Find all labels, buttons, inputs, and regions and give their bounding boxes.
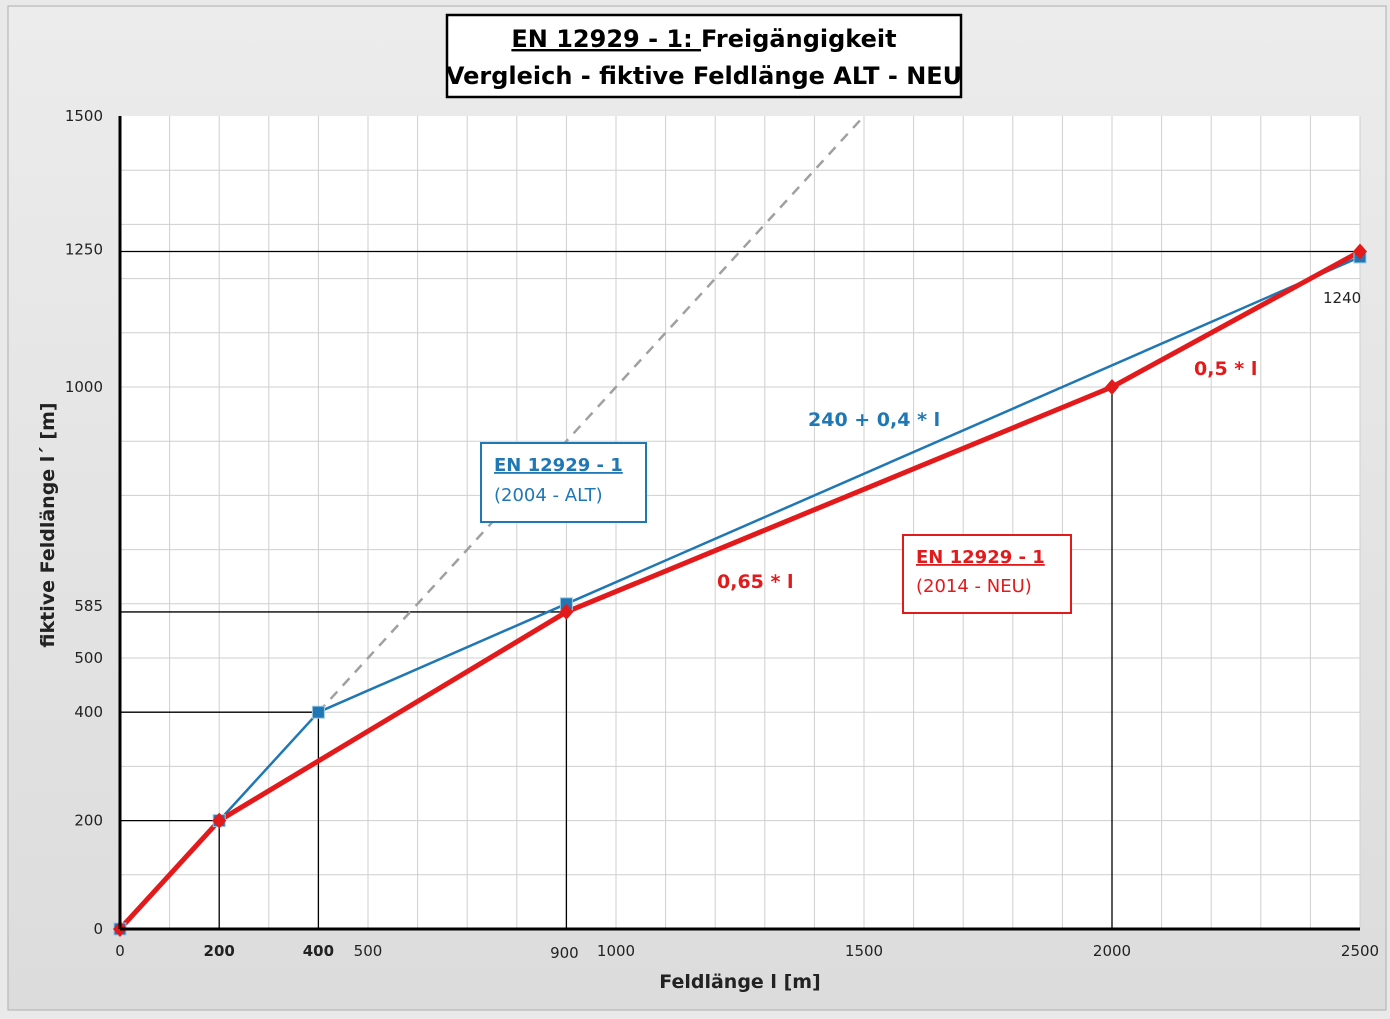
x-axis-label: Feldlänge l [m] xyxy=(659,971,820,993)
data-point-neu xyxy=(1353,243,1367,260)
x-tick-label-1500: 1500 xyxy=(845,942,883,960)
identity-line-group xyxy=(317,115,865,714)
x-tick-label-400: 400 xyxy=(303,942,334,960)
series-layer xyxy=(113,243,1367,937)
y-tick-label-200: 200 xyxy=(74,812,103,830)
data-point-neu xyxy=(212,812,227,829)
title-box xyxy=(445,13,963,99)
x-tick-label-0: 0 xyxy=(115,942,125,960)
annotation-alt-formula: 240 + 0,4 * l xyxy=(808,409,940,431)
title-rest: Freigängigkeit xyxy=(701,25,897,53)
chart-title-line2: Vergleich - fiktive Feldlänge ALT - NEU xyxy=(446,62,962,90)
y-tick-label-0: 0 xyxy=(93,920,103,938)
x-tick-label-2500: 2500 xyxy=(1341,942,1379,960)
x-tick-label-1000: 1000 xyxy=(597,942,635,960)
legend-neu-box xyxy=(902,534,1072,614)
y-tick-label-1250: 1250 xyxy=(65,241,103,259)
y-tick-label-500: 500 xyxy=(74,649,103,667)
data-point-neu xyxy=(1105,379,1119,395)
y-tick-label-400: 400 xyxy=(74,703,103,721)
y-tick-label-1000: 1000 xyxy=(65,378,103,396)
y-tick-label-585: 585 xyxy=(74,597,103,615)
x-tick-label-2000: 2000 xyxy=(1093,942,1131,960)
legend-neu-line1: EN 12929 - 1 xyxy=(916,547,1045,568)
identity-dashed-line xyxy=(317,115,865,714)
x-tick-label-200: 200 xyxy=(204,942,235,960)
y-tick-label-1500: 1500 xyxy=(65,107,103,125)
legend-alt-line1: EN 12929 - 1 xyxy=(494,455,623,476)
x-tick-label-900: 900 xyxy=(550,944,579,962)
x-tick-label-500: 500 xyxy=(354,942,383,960)
data-point-alt xyxy=(311,705,325,719)
chart-title-line1: EN 12929 - 1: Freigängigkeit xyxy=(511,25,896,53)
legend-alt-line2: (2004 - ALT) xyxy=(494,485,603,506)
tick-labels: 0 200 400 500 900 1000 1500 2000 2500 0 200 400 500 5… xyxy=(65,107,1379,962)
point-label-1240: 1240 xyxy=(1323,289,1361,307)
annotation-neu-formula-1: 0,65 * l xyxy=(717,571,794,593)
plot-area xyxy=(120,116,1360,929)
reference-lines xyxy=(120,250,1360,929)
axes xyxy=(118,116,1360,931)
y-axis-label: fiktive Feldlänge l´ [m] xyxy=(37,402,59,647)
data-point-neu xyxy=(559,603,574,620)
annotation-neu-formula-2: 0,5 * l xyxy=(1194,358,1257,380)
title-underlined: EN 12929 - 1: xyxy=(511,25,701,53)
legend-alt-box xyxy=(480,442,647,523)
legend-neu-line2: (2014 - NEU) xyxy=(916,576,1032,597)
